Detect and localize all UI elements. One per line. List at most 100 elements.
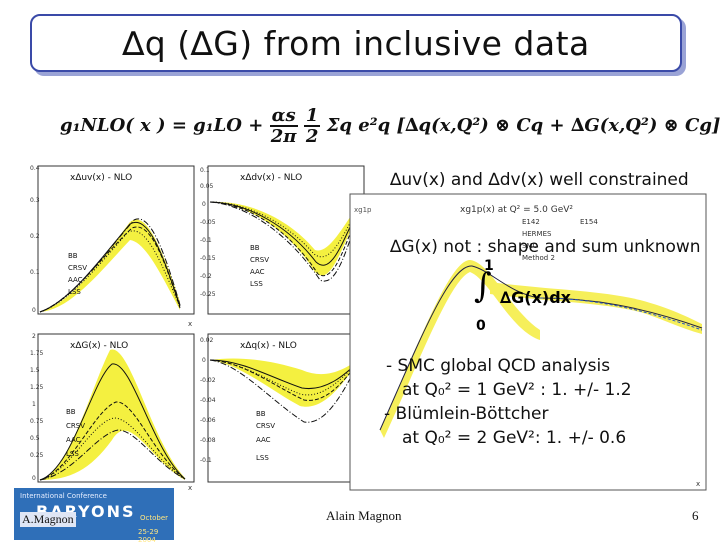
uv-legend-lss: LSS: [68, 288, 81, 296]
q-curve-aac: [209, 359, 361, 396]
q-ytick: -0.02: [200, 377, 216, 384]
g-ytick: 0: [32, 475, 36, 482]
q-ytick: 0.02: [200, 337, 214, 344]
slide-title: ∆q (∆G) from inclusive data: [122, 23, 590, 63]
g-legend-crsv: CRSV: [66, 422, 85, 430]
xg1p-legend-e154: E154: [580, 218, 598, 226]
g-ytick: 1.75: [30, 350, 44, 357]
slide-title-box: ∆q (∆G) from inclusive data: [30, 14, 682, 72]
q-ytick: -0.06: [200, 417, 216, 424]
xg1p-fit-curve: [379, 265, 703, 431]
xg1p-legend-e142: E142: [522, 218, 540, 226]
g-legend-lss: LSS: [66, 450, 79, 458]
uv-ytick: 0.3: [30, 197, 40, 204]
g-ytick: 0.25: [30, 452, 44, 459]
dv-ytick: -0.15: [200, 255, 216, 262]
uv-ytick: 0.4: [30, 165, 40, 172]
blumlein-bottcher-result: at Q₀² = 2 GeV²: 1. +/- 0.6: [402, 428, 627, 448]
g-legend-aac: AAC: [66, 436, 81, 444]
g-ylabel: x∆G(x) - NLO: [70, 341, 128, 351]
g-ytick: 2: [32, 333, 36, 340]
dv-ytick: -0.1: [200, 237, 212, 244]
plot-delta-qbar: x∆q(x) - NLO 0.02 0 -0.02 -0.04 -0.06 -0…: [200, 333, 365, 492]
uv-error-band: [40, 219, 180, 312]
g-curve-aac: [39, 417, 186, 481]
uv-legend-aac: AAC: [68, 276, 83, 284]
logo-month: October: [140, 514, 169, 522]
q-ytick: -0.08: [200, 437, 216, 444]
formula-rhs: Σq e²q [∆q(x,Q²) ⊗ Cq + ∆G(x,Q²) ⊗ Cg]: [326, 115, 720, 136]
uv-xlabel: x: [188, 320, 192, 328]
xg1p-caption: xg1p(x) at Q² = 5.0 GeV²: [460, 205, 573, 215]
footer-author: Alain Magnon: [326, 508, 402, 523]
uv-legend-bb: BB: [68, 252, 78, 260]
g-ytick: 0.75: [30, 418, 44, 425]
frac2-denominator: 2: [305, 126, 319, 147]
g-ytick: 1.25: [30, 384, 44, 391]
dv-curve-lss: [209, 201, 361, 282]
uv-ylabel: x∆uv(x) - NLO: [70, 173, 132, 183]
dv-legend-bb: BB: [250, 244, 260, 252]
xg1p-legend-smc: SMC: [522, 242, 537, 250]
one-half: 1 2: [303, 105, 321, 147]
logo-date: 25-29 2004: [138, 528, 159, 544]
frac2-numerator: 1: [303, 105, 321, 127]
dv-legend-aac: AAC: [250, 268, 265, 276]
g-xlabel: x: [188, 484, 192, 492]
dv-ylabel: x∆dv(x) - NLO: [240, 173, 302, 183]
uv-ytick: 0.1: [30, 269, 40, 276]
uv-legend-crsv: CRSV: [68, 264, 87, 272]
xg1p-legend-hermes: HERMES: [522, 230, 552, 238]
dv-ytick: -0.25: [200, 291, 216, 298]
g-curve-crsv: [39, 401, 186, 481]
g-curve-lss: [39, 429, 186, 481]
q-ylabel: x∆q(x) - NLO: [240, 341, 297, 351]
integral-body: ∆G(x)dx: [500, 288, 571, 307]
integral-upper-limit: 1: [484, 258, 494, 274]
q-curve-lss: [209, 359, 361, 423]
dv-legend-crsv: CRSV: [250, 256, 269, 264]
integral-sign-icon: ∫: [474, 266, 492, 306]
frac-denominator: 2π: [270, 126, 297, 147]
alpha-over-2pi: αs 2π: [269, 105, 298, 147]
baryons-logo: International Conference BARYONS A.Magno…: [14, 488, 174, 544]
uv-ytick: 0.2: [30, 233, 40, 240]
g-ytick: 0.5: [30, 435, 40, 442]
dv-curve-bb: [209, 201, 361, 266]
xg1p-xlabel: x: [696, 480, 700, 488]
plot-delta-g: x∆G(x) - NLO 2 1.75 1.5 1.25 1 0.75 0.5 …: [30, 333, 195, 492]
logo-conference-line: International Conference: [20, 492, 107, 500]
logo-author: A.Magnon: [20, 512, 76, 527]
g1-nlo-formula: g₁NLO( x ) = g₁LO + αs 2π 1 2 Σq e²q [∆q…: [60, 106, 720, 146]
g-ytick: 1: [32, 401, 36, 408]
q-curve-bb: [209, 359, 361, 390]
plot-xg1p: xg1p(x) at Q² = 5.0 GeV² xg1p E142 E154 …: [349, 193, 707, 491]
g-curve-bb: [39, 363, 186, 481]
dv-legend-lss: LSS: [250, 280, 263, 288]
q-legend-lss: LSS: [256, 454, 269, 462]
xg1p-band-fit: [490, 282, 702, 334]
dv-ytick: -0.2: [200, 273, 212, 280]
smc-result-line: at Q₀² = 1 GeV² : 1. +/- 1.2: [402, 380, 632, 400]
xg1p-legend-method2: Method 2: [522, 254, 555, 262]
formula-lhs: g₁NLO( x ) = g₁LO +: [60, 115, 264, 136]
blumlein-bottcher-line: - Blümlein-Böttcher: [384, 404, 549, 424]
gluon-integral: 1 ∫ ∆G(x)dx 0: [472, 258, 602, 338]
q-ytick: 0: [202, 357, 206, 364]
dv-error-band: [210, 201, 360, 276]
footer-page-number: 6: [692, 508, 699, 523]
uv-curve-lss: [39, 218, 181, 313]
q-legend-aac: AAC: [256, 436, 271, 444]
frac-numerator: αs: [269, 105, 298, 127]
q-ytick: -0.1: [200, 457, 212, 464]
dv-ytick: 0: [202, 201, 206, 208]
integral-lower-limit: 0: [476, 318, 486, 334]
dv-curve-crsv: [209, 201, 361, 277]
g-legend-bb: BB: [66, 408, 76, 416]
q-legend-crsv: CRSV: [256, 422, 275, 430]
uv-ytick: 0: [32, 307, 36, 314]
g-ytick: 1.5: [30, 367, 40, 374]
xg1p-ylabel: xg1p: [354, 206, 372, 214]
plot-delta-dv: x∆dv(x) - NLO 0.1 0.05 0 -0.05 -0.1 -0.1…: [200, 165, 365, 328]
note-valence-constrained: ∆uv(x) and ∆dv(x) well constrained: [390, 170, 689, 190]
